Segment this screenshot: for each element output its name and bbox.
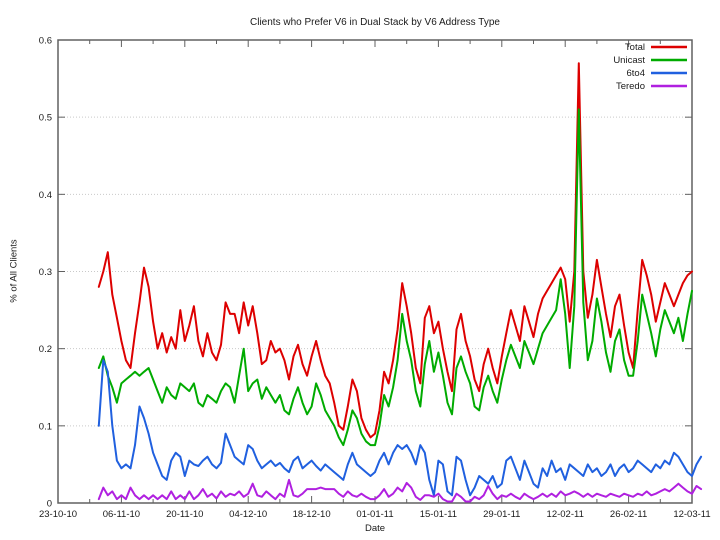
chart-title: Clients who Prefer V6 in Dual Stack by V… [250, 17, 500, 28]
legend-label: Total [625, 42, 645, 53]
x-tick-label: 18-12-10 [293, 509, 331, 520]
x-tick-label: 20-11-10 [166, 509, 203, 520]
y-tick-label: 0.1 [39, 421, 52, 432]
x-tick-label: 04-12-10 [229, 509, 267, 520]
y-tick-label: 0.6 [39, 36, 52, 47]
x-tick-label: 15-01-11 [420, 509, 457, 520]
series-line-6to4 [97, 359, 703, 497]
x-tick-label: 01-01-11 [356, 509, 393, 520]
legend-label: 6to4 [627, 68, 646, 79]
x-tick-label: 23-10-10 [39, 509, 77, 520]
x-tick-label: 06-11-10 [103, 509, 140, 520]
series-line-total [97, 62, 693, 439]
x-tick-label: 12-03-11 [673, 509, 710, 520]
y-tick-label: 0.2 [39, 344, 52, 355]
legend-label: Unicast [613, 55, 645, 66]
y-tick-label: 0.4 [39, 190, 52, 201]
y-tick-label: 0 [47, 499, 52, 510]
x-axis-title: Date [364, 523, 386, 534]
legend-label: Teredo [616, 81, 645, 92]
series-line-teredo [97, 478, 703, 503]
x-tick-label: 29-01-11 [483, 509, 520, 520]
y-tick-label: 0.3 [39, 267, 52, 278]
x-tick-label: 26-02-11 [610, 509, 647, 520]
x-tick-label: 12-02-11 [547, 509, 584, 520]
series-line-unicast [97, 108, 693, 447]
y-tick-label: 0.5 [39, 113, 52, 124]
